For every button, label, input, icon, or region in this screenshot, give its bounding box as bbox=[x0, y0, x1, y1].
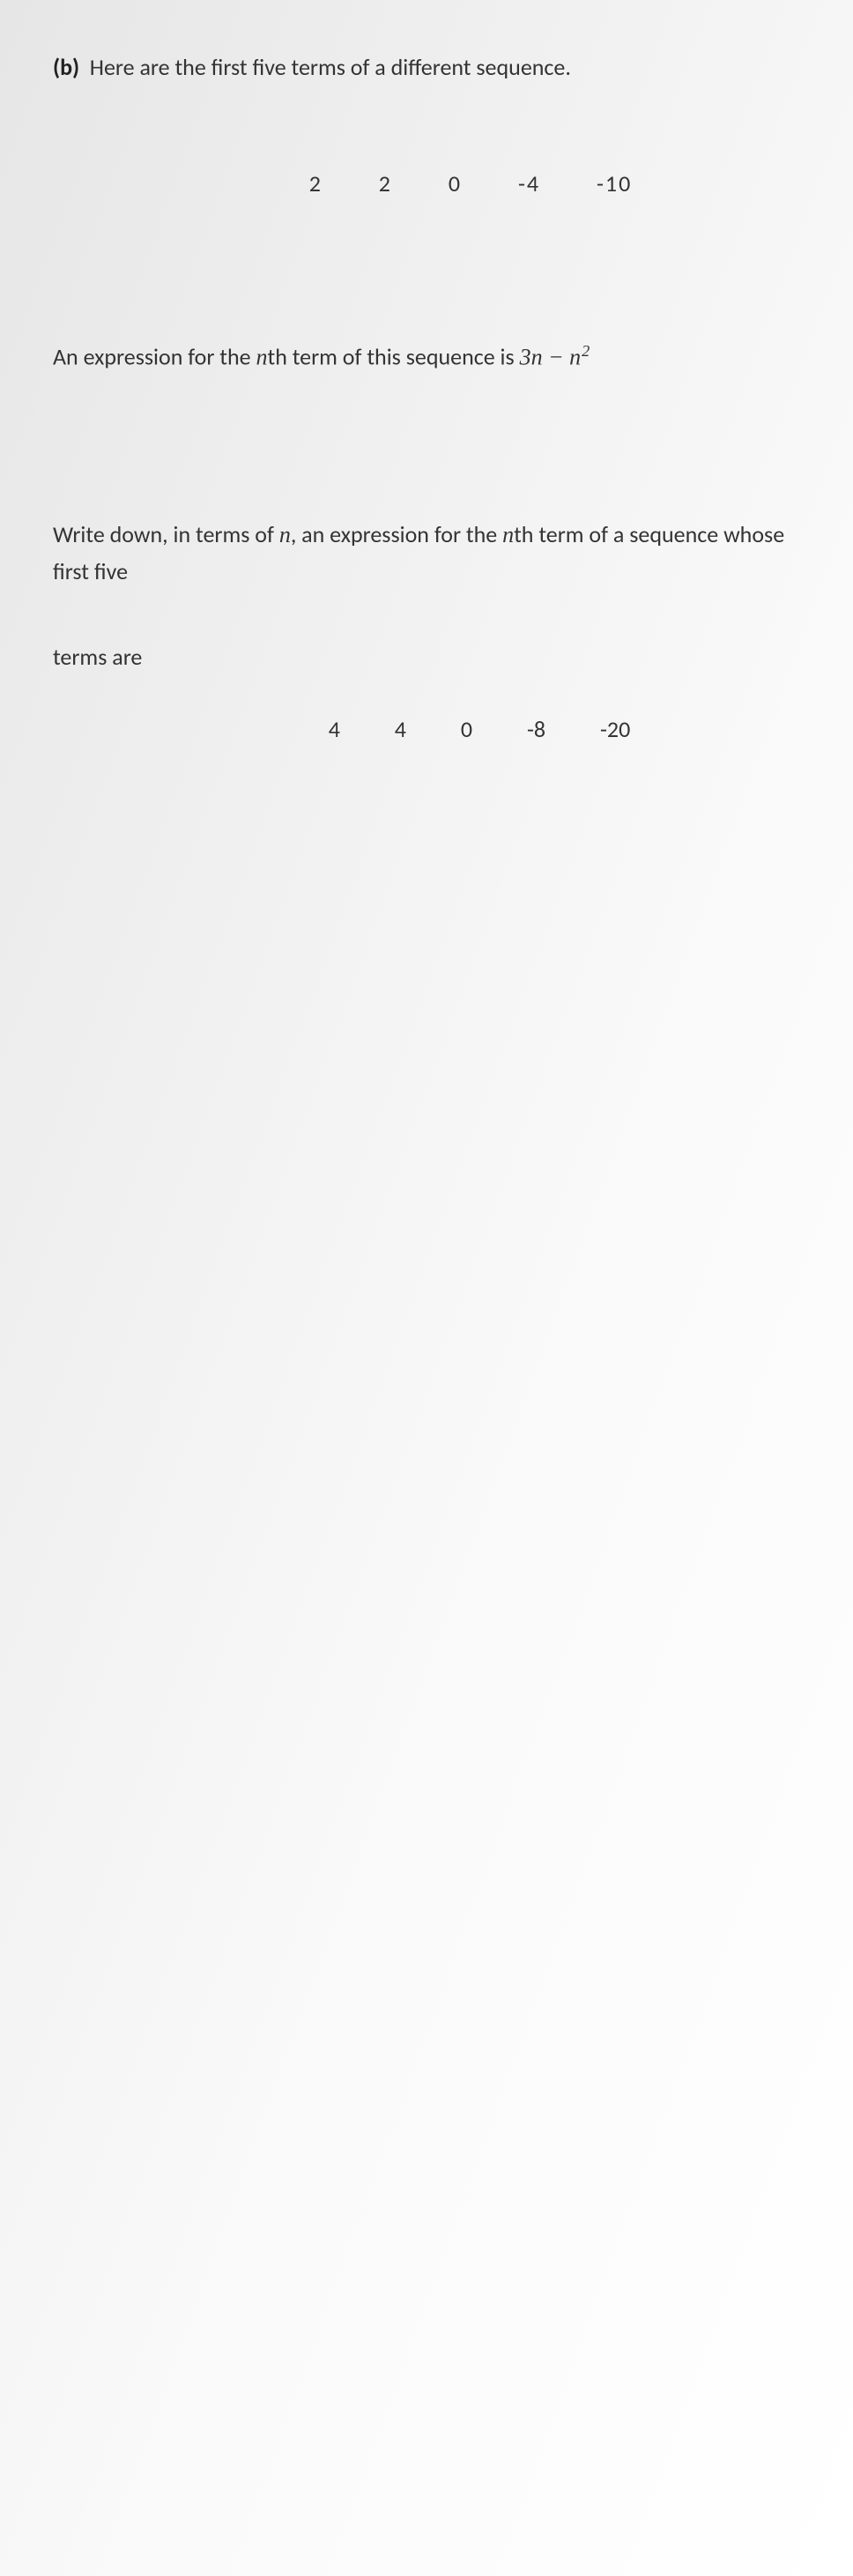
sequence-1-term: 0 bbox=[449, 169, 462, 197]
math-minus: − bbox=[543, 345, 570, 370]
terms-are-label: terms are bbox=[53, 643, 800, 671]
sequence-2: 4 4 0 -8 -20 bbox=[159, 715, 800, 743]
math-expression-n: n bbox=[569, 345, 581, 370]
sequence-2-term: 0 bbox=[461, 715, 472, 743]
sequence-2-term: 4 bbox=[329, 715, 340, 743]
statement-text: An expression for the bbox=[53, 343, 256, 371]
sequence-1-term: -10 bbox=[597, 169, 632, 197]
write-down-statement: Write down, in terms of n, an expression… bbox=[53, 517, 800, 590]
statement-text: Write down, in terms of bbox=[53, 520, 279, 548]
expression-statement: An expression for the nth term of this s… bbox=[53, 339, 800, 376]
math-exponent-2: 2 bbox=[582, 342, 590, 360]
sequence-1-term: 2 bbox=[309, 169, 323, 197]
question-label: (b) bbox=[53, 53, 79, 81]
math-expression-3n: 3n bbox=[520, 345, 543, 370]
sequence-2-term: -8 bbox=[527, 715, 545, 743]
sequence-2-term: 4 bbox=[395, 715, 406, 743]
document-page: (b) Here are the first five terms of a d… bbox=[0, 0, 853, 2576]
question-intro-text: Here are the first five terms of a diffe… bbox=[90, 53, 571, 81]
statement-text: , an expression for the bbox=[291, 520, 502, 548]
math-variable-n: n bbox=[279, 522, 291, 547]
sequence-2-term: -20 bbox=[600, 715, 630, 743]
math-variable-n: n bbox=[256, 345, 267, 370]
question-intro-line: (b) Here are the first five terms of a d… bbox=[53, 53, 800, 81]
statement-text: th term of this sequence is bbox=[267, 343, 519, 371]
sequence-1-term: -4 bbox=[518, 169, 540, 197]
sequence-1-term: 2 bbox=[379, 169, 392, 197]
math-variable-n: n bbox=[502, 522, 514, 547]
sequence-1: 2 2 0 -4 -10 bbox=[141, 169, 800, 197]
